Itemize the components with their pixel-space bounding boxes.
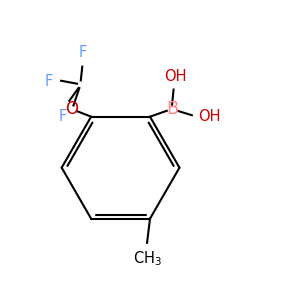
Text: F: F (45, 74, 53, 89)
Text: F: F (78, 45, 86, 60)
Text: CH$_3$: CH$_3$ (133, 250, 162, 268)
Text: OH: OH (198, 109, 220, 124)
Text: B: B (166, 100, 178, 118)
Text: O: O (65, 100, 79, 118)
Text: F: F (59, 109, 67, 124)
Text: OH: OH (164, 69, 186, 84)
